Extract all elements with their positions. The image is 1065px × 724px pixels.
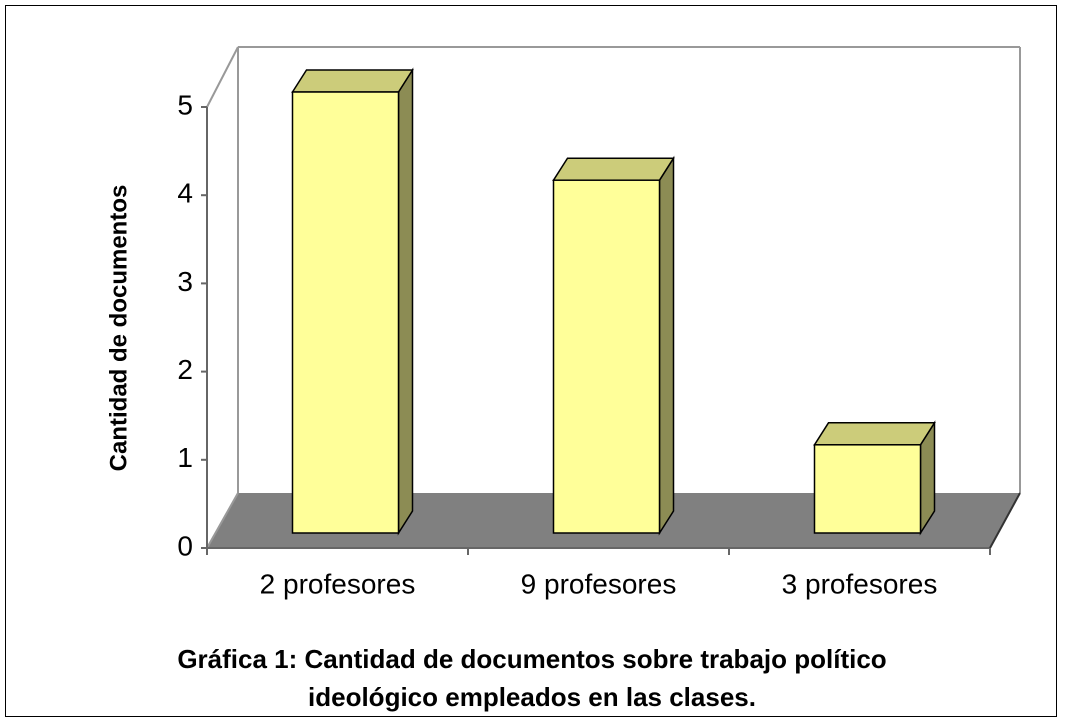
y-axis-label: Cantidad de documentos xyxy=(105,185,132,472)
y-tick-label: 1 xyxy=(177,442,193,473)
bar xyxy=(291,91,400,534)
bar-side xyxy=(658,155,675,536)
x-tick-label: 2 profesores xyxy=(260,568,416,599)
bar xyxy=(813,444,922,534)
caption: Gráfica 1: Cantidad de documentos sobre … xyxy=(177,644,887,712)
y-tick-label: 5 xyxy=(177,89,193,120)
y-tick-label: 4 xyxy=(177,178,193,209)
side-bottom xyxy=(206,492,239,549)
x-tick-label: 9 profesores xyxy=(521,568,677,599)
bar-side xyxy=(397,67,414,536)
floor-edge xyxy=(989,492,1021,549)
bar-top xyxy=(813,422,936,446)
bar-top xyxy=(552,157,675,181)
y-tick-label: 0 xyxy=(177,530,193,561)
y-tick-label: 2 xyxy=(177,354,193,385)
bar xyxy=(552,179,661,534)
chart-frame xyxy=(5,5,1057,717)
side-top xyxy=(206,46,239,108)
x-tick-label: 3 profesores xyxy=(782,568,938,599)
y-tick-label: 3 xyxy=(177,266,193,297)
bar-top xyxy=(291,69,414,93)
